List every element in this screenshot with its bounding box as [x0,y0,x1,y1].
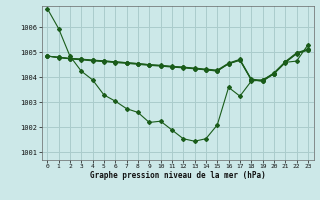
X-axis label: Graphe pression niveau de la mer (hPa): Graphe pression niveau de la mer (hPa) [90,171,266,180]
